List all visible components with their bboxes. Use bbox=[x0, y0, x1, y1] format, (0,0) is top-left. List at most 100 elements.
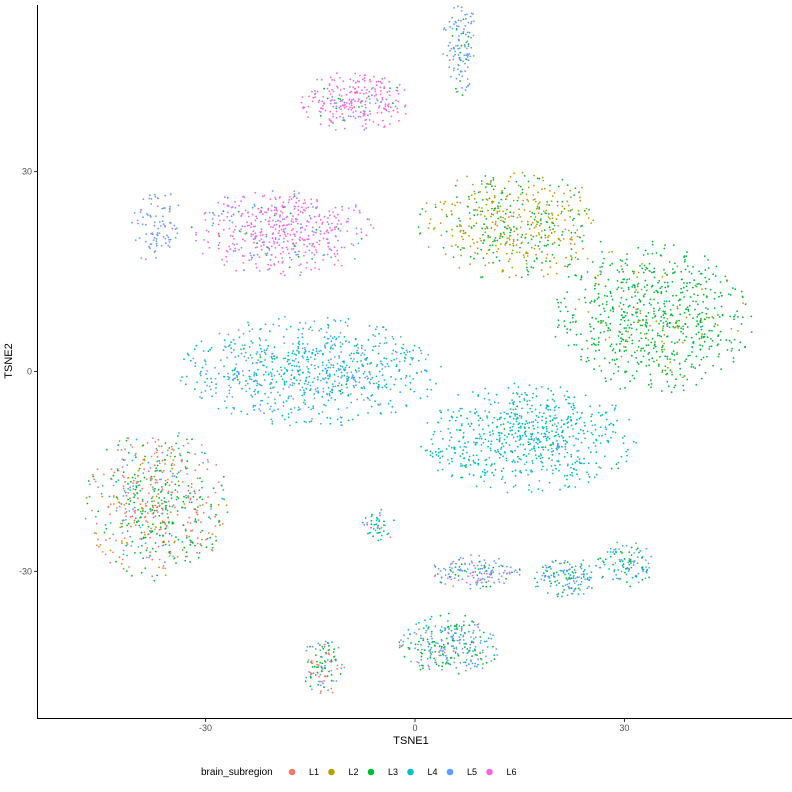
data-point bbox=[284, 357, 287, 360]
data-point bbox=[124, 448, 126, 451]
data-point bbox=[641, 324, 643, 327]
data-point bbox=[394, 378, 397, 381]
data-point bbox=[510, 229, 512, 232]
data-point bbox=[464, 45, 466, 48]
data-point bbox=[193, 490, 196, 493]
data-point bbox=[395, 99, 397, 102]
data-point bbox=[354, 117, 357, 120]
data-point bbox=[682, 332, 685, 335]
data-point bbox=[514, 449, 516, 452]
data-point bbox=[208, 385, 211, 388]
data-point bbox=[323, 403, 325, 406]
data-point bbox=[491, 430, 494, 432]
data-point bbox=[559, 463, 561, 466]
data-point bbox=[381, 363, 384, 366]
data-point bbox=[157, 493, 160, 495]
data-point bbox=[639, 312, 642, 315]
data-point bbox=[440, 577, 443, 579]
data-point bbox=[500, 453, 502, 456]
data-point bbox=[322, 96, 324, 98]
data-point bbox=[323, 686, 325, 689]
data-point bbox=[567, 229, 570, 232]
data-point bbox=[491, 463, 493, 465]
data-point bbox=[283, 342, 286, 344]
data-point bbox=[327, 326, 330, 329]
data-point bbox=[638, 298, 641, 301]
data-point bbox=[420, 352, 423, 355]
data-point bbox=[472, 13, 474, 15]
data-point bbox=[514, 432, 517, 435]
data-point bbox=[494, 468, 497, 471]
data-point bbox=[306, 238, 308, 241]
data-point bbox=[658, 322, 660, 325]
data-point bbox=[326, 392, 328, 395]
data-point bbox=[431, 455, 434, 458]
data-point bbox=[481, 419, 484, 421]
data-point bbox=[587, 473, 590, 476]
data-point bbox=[464, 89, 467, 92]
data-point bbox=[586, 339, 588, 342]
data-point bbox=[384, 337, 387, 339]
data-point bbox=[162, 235, 165, 238]
data-point bbox=[531, 432, 534, 435]
data-point bbox=[230, 351, 233, 354]
data-point bbox=[521, 191, 524, 194]
data-point bbox=[133, 473, 136, 476]
data-point bbox=[431, 443, 434, 445]
data-point bbox=[507, 180, 510, 183]
data-point bbox=[527, 441, 530, 443]
data-point bbox=[513, 382, 516, 385]
data-point bbox=[144, 515, 147, 518]
data-point bbox=[472, 641, 475, 644]
data-point bbox=[86, 502, 89, 505]
data-point bbox=[587, 481, 590, 483]
data-point bbox=[196, 551, 198, 554]
data-point bbox=[232, 349, 235, 351]
data-point bbox=[350, 115, 352, 118]
data-point bbox=[122, 553, 125, 556]
data-point bbox=[547, 239, 549, 242]
data-point bbox=[310, 198, 313, 201]
data-point bbox=[298, 340, 300, 343]
data-point bbox=[688, 313, 691, 316]
data-point bbox=[632, 440, 635, 443]
data-point bbox=[282, 373, 285, 376]
data-point bbox=[118, 505, 121, 508]
data-point bbox=[572, 404, 575, 407]
data-point bbox=[636, 285, 639, 288]
data-point bbox=[461, 464, 464, 467]
data-point bbox=[273, 355, 275, 358]
data-point bbox=[742, 302, 744, 304]
data-point bbox=[643, 350, 646, 352]
data-point bbox=[310, 408, 312, 411]
data-point bbox=[242, 261, 245, 264]
data-point bbox=[312, 405, 315, 408]
data-point bbox=[374, 102, 377, 105]
data-point bbox=[340, 351, 343, 353]
data-point bbox=[581, 224, 583, 227]
data-point bbox=[318, 680, 320, 683]
data-point bbox=[551, 243, 554, 245]
data-point bbox=[651, 357, 654, 360]
data-point bbox=[327, 652, 330, 655]
data-point bbox=[559, 239, 562, 242]
data-point bbox=[101, 495, 104, 498]
data-point bbox=[172, 504, 175, 507]
data-point bbox=[534, 244, 537, 247]
data-point bbox=[680, 278, 683, 281]
data-point bbox=[115, 539, 117, 542]
data-point bbox=[135, 485, 138, 488]
data-point bbox=[195, 231, 197, 234]
data-point bbox=[157, 234, 159, 237]
data-point bbox=[572, 403, 575, 405]
data-point bbox=[226, 211, 229, 214]
data-point bbox=[580, 441, 583, 444]
data-point bbox=[526, 266, 528, 269]
data-point bbox=[594, 282, 597, 285]
data-point bbox=[590, 300, 593, 302]
data-point bbox=[577, 456, 579, 458]
data-point bbox=[120, 562, 123, 565]
data-point bbox=[134, 488, 137, 491]
data-point bbox=[594, 349, 597, 352]
